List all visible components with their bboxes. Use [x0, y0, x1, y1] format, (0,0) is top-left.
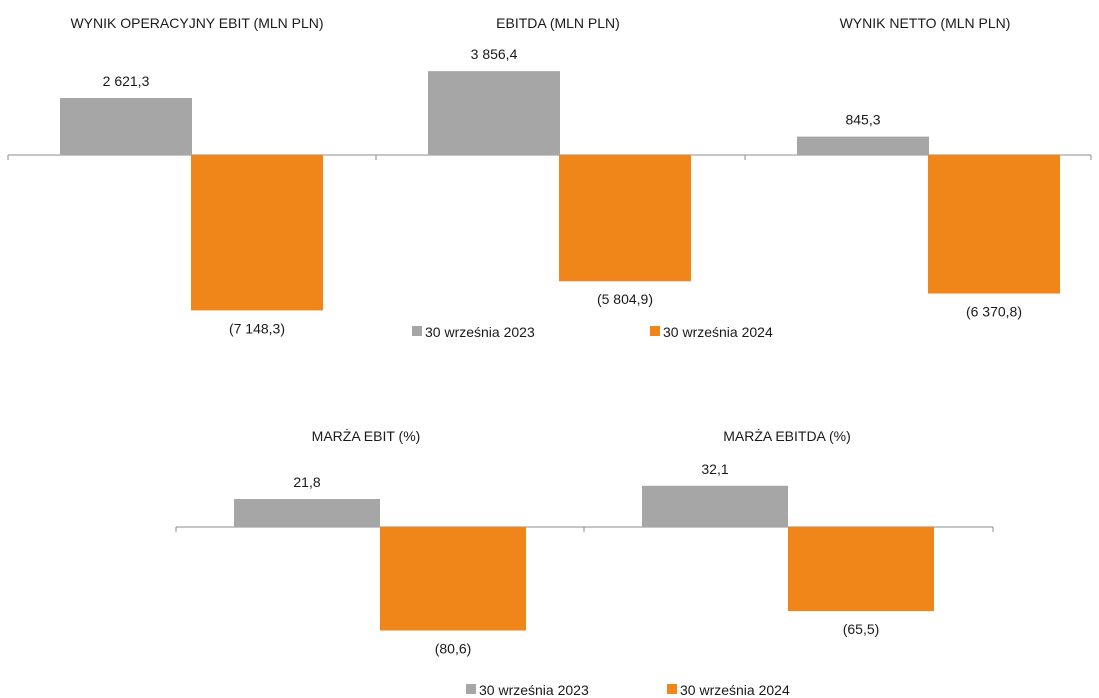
data-label: 845,3	[845, 112, 880, 128]
bar-2024	[380, 527, 526, 631]
data-label: (6 370,8)	[966, 304, 1022, 320]
legend-top: 30 września 2023 30 września 2024	[412, 324, 773, 340]
legend-swatch-2024	[650, 326, 660, 336]
chart-title: MARŻA EBITDA (%)	[723, 427, 851, 444]
bar-2023	[234, 499, 380, 527]
data-label: 3 856,4	[471, 46, 518, 62]
bar-2024	[559, 155, 691, 282]
bar-2024	[788, 527, 934, 612]
legend-swatch-2024	[667, 684, 677, 694]
bar-2023	[428, 71, 560, 155]
bar-2023	[642, 485, 788, 527]
bar-2023	[797, 136, 929, 155]
data-label: 2 621,3	[103, 73, 150, 89]
legend-swatch-2023	[412, 326, 422, 336]
chart-title: WYNIK NETTO (MLN PLN)	[840, 15, 1011, 31]
data-label: (5 804,9)	[597, 291, 653, 307]
bar-2023	[60, 98, 192, 155]
data-label: (80,6)	[435, 641, 472, 657]
legend-label-2023: 30 września 2023	[479, 682, 589, 698]
legend-bottom: 30 września 2023 30 września 2024	[466, 682, 790, 698]
data-label: 32,1	[701, 461, 728, 477]
bar-2024	[928, 155, 1060, 294]
chart-title: EBITDA (MLN PLN)	[496, 15, 620, 31]
legend-label-2024: 30 września 2024	[680, 682, 790, 698]
legend-label-2024: 30 września 2024	[663, 324, 773, 340]
data-label: 21,8	[293, 474, 320, 490]
chart-title: MARŻA EBIT (%)	[312, 427, 421, 444]
data-label: (7 148,3)	[229, 320, 285, 336]
chart-panels: WYNIK OPERACYJNY EBIT (MLN PLN) 2 621,3 (7…	[7, 15, 1092, 657]
legend-swatch-2023	[466, 684, 476, 694]
bar-2024	[191, 155, 323, 311]
data-label: (65,5)	[843, 621, 880, 637]
legend-label-2023: 30 września 2023	[425, 324, 535, 340]
chart-title: WYNIK OPERACYJNY EBIT (MLN PLN)	[70, 15, 323, 31]
